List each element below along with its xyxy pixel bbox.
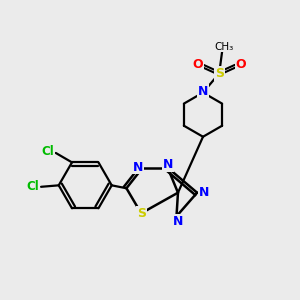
Text: N: N — [163, 158, 173, 171]
Text: S: S — [137, 207, 146, 220]
Text: N: N — [198, 85, 208, 98]
Text: S: S — [215, 67, 224, 80]
Text: CH₃: CH₃ — [214, 42, 233, 52]
Text: Cl: Cl — [26, 180, 39, 193]
Text: N: N — [133, 160, 143, 174]
Text: Cl: Cl — [41, 145, 54, 158]
Text: N: N — [173, 215, 183, 228]
Text: N: N — [198, 186, 209, 199]
Text: O: O — [236, 58, 246, 71]
Text: O: O — [192, 58, 203, 71]
